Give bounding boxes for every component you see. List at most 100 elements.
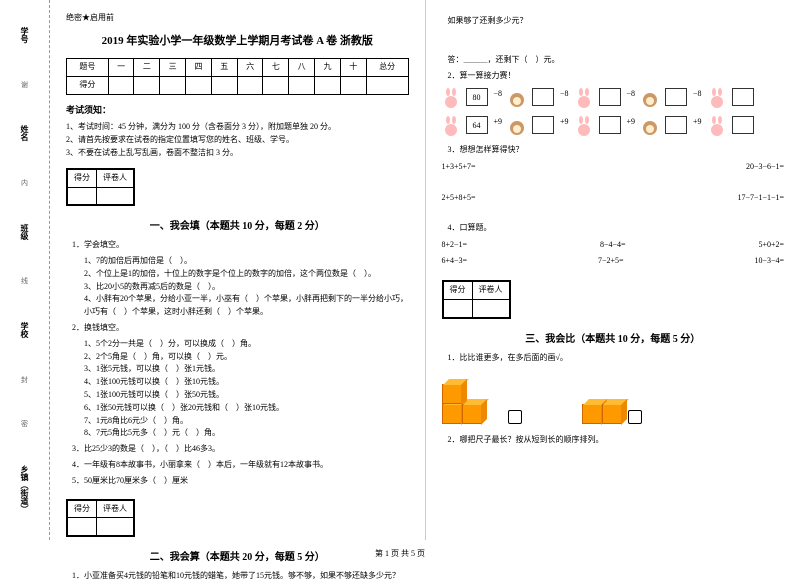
grade-label: 得分 <box>68 500 97 518</box>
grade-box: 得分评卷人 <box>66 499 135 538</box>
op: +9 <box>494 116 503 138</box>
monkey-icon <box>508 116 526 138</box>
monkey-icon <box>641 116 659 138</box>
q2-item: 2、2个5角是（ ）角，可以换（ ）元。 <box>84 351 409 364</box>
bind-mark: 密 <box>20 420 30 427</box>
notice-heading: 考试须知： <box>66 103 409 117</box>
rabbit-icon <box>442 116 460 138</box>
op: −8 <box>494 88 503 110</box>
relay-box <box>732 116 754 134</box>
rabbit-icon <box>575 88 593 110</box>
bind-label: 班级 <box>19 224 30 240</box>
eq: 6+4−3= <box>442 255 468 268</box>
ruler-q: 2．哪把尺子最长？按从短到长的顺序排列。 <box>448 434 785 447</box>
notice-item: 3、不要在试卷上乱写乱画，卷面不整洁扣 3 分。 <box>66 147 409 160</box>
rabbit-icon <box>708 116 726 138</box>
rabbit-icon <box>442 88 460 110</box>
eq: 20−3−6−1= <box>746 161 784 174</box>
page-footer: 第 1 页 共 5 页 <box>0 548 800 559</box>
bind-label: 姓名 <box>19 125 30 141</box>
section-1-heading: 一、我会填（本题共 10 分，每题 2 分） <box>66 219 409 235</box>
grade-label: 评卷人 <box>472 282 509 300</box>
q4: 4．一年级有8本故事书，小丽拿来（ ）本后，一年级就有12本故事书。 <box>72 459 409 472</box>
q2-item: 6、1张50元钱可以换（ ）张20元钱和（ ）张10元钱。 <box>84 402 409 415</box>
mental-calc-q: 4．口算题。 <box>448 222 785 235</box>
grade-label: 评卷人 <box>97 169 134 187</box>
grade-label: 评卷人 <box>97 500 134 518</box>
q1-item: 1、7的加倍后再加倍是（ ）。 <box>84 255 409 268</box>
exam-title: 2019 年实验小学一年级数学上学期月考试卷 A 卷 浙教版 <box>66 33 409 51</box>
relay-start: 64 <box>466 116 488 134</box>
relay-box <box>665 116 687 134</box>
fast-calc-q: 3．想想怎样算得快？ <box>448 144 785 157</box>
eq: 7−2+5= <box>598 255 624 268</box>
op: −8 <box>560 88 569 110</box>
answer-line: 答：＿＿＿，还剩下（ ）元。 <box>448 54 785 67</box>
relay-row-2: 64 +9 +9 +9 +9 <box>442 116 785 138</box>
bind-label: 乡镇（街道） <box>19 465 30 513</box>
grade-box: 得分评卷人 <box>66 168 135 207</box>
q2-item: 1、5个2分一共是（ ）分，可以换成（ ）角。 <box>84 338 409 351</box>
check-box <box>628 410 642 424</box>
bind-mark: 内 <box>20 179 30 186</box>
relay-box <box>665 88 687 106</box>
relay-q: 2．算一算接力赛！ <box>448 70 785 83</box>
check-box <box>508 410 522 424</box>
grade-label: 得分 <box>68 169 97 187</box>
eq: 1+3+5+7= <box>442 161 476 174</box>
op: −8 <box>627 88 636 110</box>
q1-item: 4、小胖有20个苹果，分给小亚一半，小巫有（ ）个苹果，小胖再把剩下的一半分给小… <box>84 293 409 319</box>
op: +9 <box>693 116 702 138</box>
eq: 2+5+8+5= <box>442 192 476 205</box>
op: +9 <box>627 116 636 138</box>
bind-label: 学校 <box>19 322 30 338</box>
q1-heading: 1．学会填空。 <box>72 239 409 252</box>
q1-item: 3、比20小5的数再减5后的数是（ ）。 <box>84 281 409 294</box>
compare-q1: 1．比比谁更多，在多后面的画√。 <box>448 352 785 365</box>
q2-item: 5、1张100元钱可以换（ ）张50元钱。 <box>84 389 409 402</box>
eq: 8+2−1= <box>442 239 468 252</box>
q2-item: 8、7元5角比5元多（ ）元（ ）角。 <box>84 427 409 440</box>
sec2-q1: 1．小亚准备买4元钱的铅笔和10元钱的蜡笔，她带了15元钱。够不够，如果不够还缺… <box>72 570 409 583</box>
q2-item: 7、1元8角比6元少（ ）角。 <box>84 415 409 428</box>
relay-box <box>732 88 754 106</box>
cube-stack-right <box>582 374 622 424</box>
bind-mark: 谢 <box>20 81 30 88</box>
monkey-icon <box>508 88 526 110</box>
eq: 10−3−4= <box>754 255 784 268</box>
left-column: 绝密★启用前 2019 年实验小学一年级数学上学期月考试卷 A 卷 浙教版 题号… <box>50 0 426 540</box>
grade-box: 得分评卷人 <box>442 280 511 319</box>
q2-item: 4、1张100元钱可以换（ ）张10元钱。 <box>84 376 409 389</box>
right-column: 如果够了还剩多少元？ 答：＿＿＿，还剩下（ ）元。 2．算一算接力赛！ 80 −… <box>426 0 800 540</box>
relay-box <box>532 116 554 134</box>
bind-label: 学号 <box>19 27 30 43</box>
bind-mark: 线 <box>20 277 30 284</box>
eq: 17−7−1−1−1= <box>737 192 784 205</box>
notice-item: 1、考试时间：45 分钟，满分为 100 分（含卷面分 3 分），附加题单独 2… <box>66 121 409 134</box>
eq: 5+0+2= <box>758 239 784 252</box>
op: +9 <box>560 116 569 138</box>
op: −8 <box>693 88 702 110</box>
relay-box <box>599 116 621 134</box>
relay-start: 80 <box>466 88 488 106</box>
q5: 5．50厘米比70厘米多（ ）厘米 <box>72 475 409 488</box>
relay-box <box>599 88 621 106</box>
q1-item: 2、个位上是1的加倍，十位上的数字是个位上的数字的加倍，这个两位数是（ ）。 <box>84 268 409 281</box>
score-table: 题号一二三四五六七八九十总分 得分 <box>66 58 409 95</box>
cubes-compare <box>442 374 785 424</box>
eq: 8−4−4= <box>600 239 626 252</box>
cube-stack-left <box>442 374 502 424</box>
q2-heading: 2．换钱填空。 <box>72 322 409 335</box>
relay-box <box>532 88 554 106</box>
bind-mark: 封 <box>20 376 30 383</box>
relay-row-1: 80 −8 −8 −8 −8 <box>442 88 785 110</box>
rabbit-icon <box>575 116 593 138</box>
notice-item: 2、请首先按要求在试卷的指定位置填写您的姓名、班级、学号。 <box>66 134 409 147</box>
grade-label: 得分 <box>443 282 472 300</box>
rabbit-icon <box>708 88 726 110</box>
enough-q: 如果够了还剩多少元？ <box>448 15 785 28</box>
monkey-icon <box>641 88 659 110</box>
secret-label: 绝密★启用前 <box>66 12 409 25</box>
q2-item: 3、1张5元钱，可以换（ ）张1元钱。 <box>84 363 409 376</box>
binding-margin: 学号 谢 姓名 内 班级 线 学校 封 密 乡镇（街道） <box>0 0 50 540</box>
